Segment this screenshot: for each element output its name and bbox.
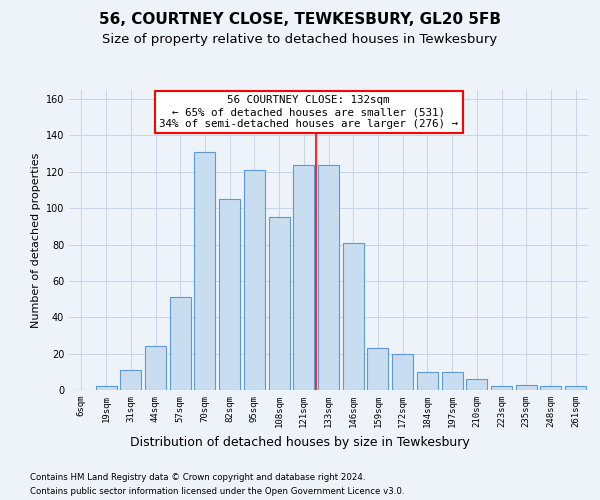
Bar bbox=[466, 379, 487, 390]
Bar bbox=[392, 354, 413, 390]
Bar bbox=[516, 384, 537, 390]
Bar bbox=[442, 372, 463, 390]
Bar bbox=[293, 164, 314, 390]
Text: Contains HM Land Registry data © Crown copyright and database right 2024.: Contains HM Land Registry data © Crown c… bbox=[30, 473, 365, 482]
Bar bbox=[145, 346, 166, 390]
Bar bbox=[244, 170, 265, 390]
Bar bbox=[491, 386, 512, 390]
Bar bbox=[269, 218, 290, 390]
Bar bbox=[417, 372, 438, 390]
Text: Contains public sector information licensed under the Open Government Licence v3: Contains public sector information licen… bbox=[30, 486, 404, 496]
Bar bbox=[170, 298, 191, 390]
Bar bbox=[343, 242, 364, 390]
Text: Size of property relative to detached houses in Tewkesbury: Size of property relative to detached ho… bbox=[103, 32, 497, 46]
Y-axis label: Number of detached properties: Number of detached properties bbox=[31, 152, 41, 328]
Text: Distribution of detached houses by size in Tewkesbury: Distribution of detached houses by size … bbox=[130, 436, 470, 449]
Bar bbox=[95, 386, 116, 390]
Text: 56, COURTNEY CLOSE, TEWKESBURY, GL20 5FB: 56, COURTNEY CLOSE, TEWKESBURY, GL20 5FB bbox=[99, 12, 501, 28]
Bar bbox=[565, 386, 586, 390]
Bar bbox=[541, 386, 562, 390]
Bar bbox=[318, 164, 339, 390]
Bar bbox=[194, 152, 215, 390]
Text: 56 COURTNEY CLOSE: 132sqm
← 65% of detached houses are smaller (531)
34% of semi: 56 COURTNEY CLOSE: 132sqm ← 65% of detac… bbox=[159, 96, 458, 128]
Bar bbox=[367, 348, 388, 390]
Bar bbox=[219, 199, 240, 390]
Bar bbox=[120, 370, 141, 390]
